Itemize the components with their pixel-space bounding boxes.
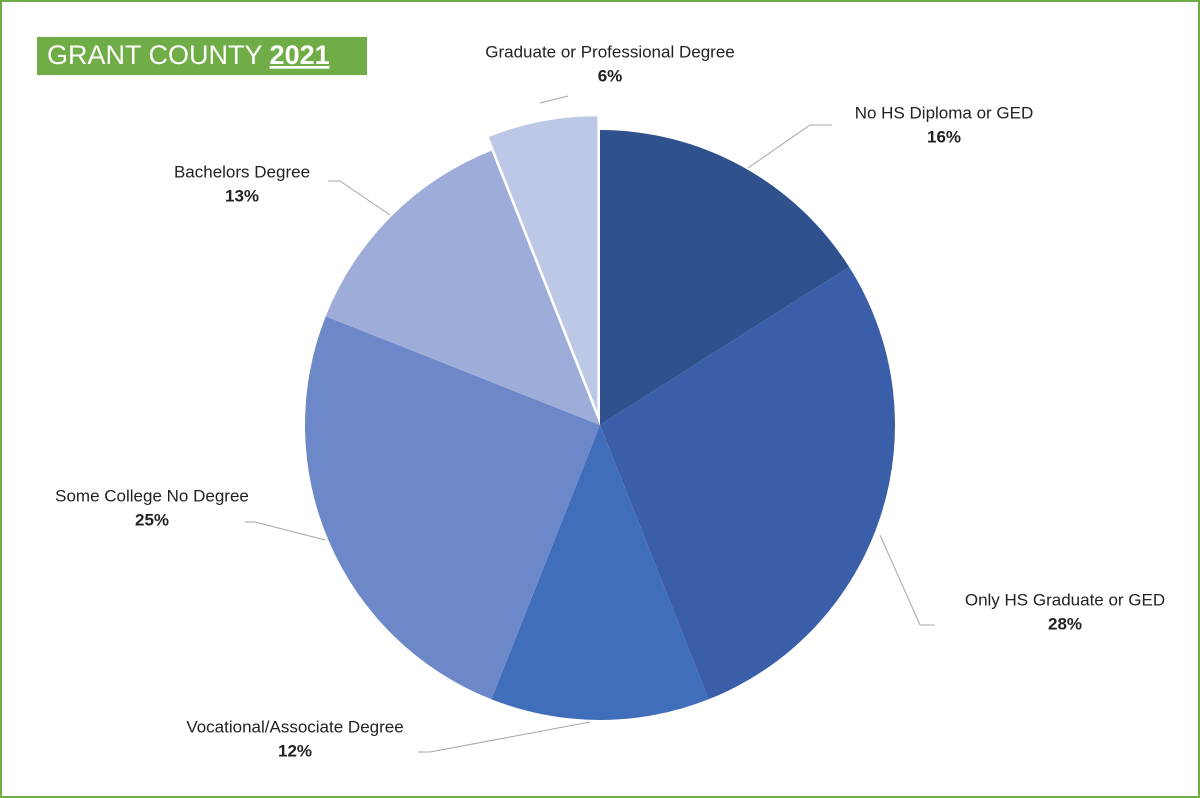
slice-value-label: 6% (598, 66, 623, 85)
leader-line (418, 721, 591, 753)
leader-line (245, 521, 326, 541)
slice-value-label: 25% (135, 510, 169, 529)
slice-value-label: 28% (1048, 614, 1082, 633)
leader-line (328, 180, 391, 216)
leader-line (539, 95, 569, 104)
pie-slice (600, 266, 895, 700)
pie-slice (491, 425, 709, 720)
slice-label: No HS Diploma or GED (855, 103, 1034, 122)
title-text: GRANT COUNTY (47, 40, 263, 70)
chart-title: GRANT COUNTY 2021 (47, 40, 330, 70)
pie-slice (304, 316, 600, 700)
title-year: 2021 (270, 40, 330, 70)
slice-label: Graduate or Professional Degree (485, 42, 734, 61)
slice-value-label: 13% (225, 186, 259, 205)
pie-slice (325, 150, 600, 425)
leader-line (747, 124, 832, 169)
slice-label: Only HS Graduate or GED (965, 590, 1165, 609)
slice-label: Vocational/Associate Degree (186, 717, 403, 736)
leader-line (879, 534, 935, 626)
pie-slice (488, 116, 598, 412)
pie-slice (600, 130, 850, 425)
slice-value-label: 16% (927, 127, 961, 146)
slice-label: Some College No Degree (55, 486, 249, 505)
slice-value-label: 12% (278, 741, 312, 760)
title-box (37, 37, 367, 75)
slice-label: Bachelors Degree (174, 162, 310, 181)
